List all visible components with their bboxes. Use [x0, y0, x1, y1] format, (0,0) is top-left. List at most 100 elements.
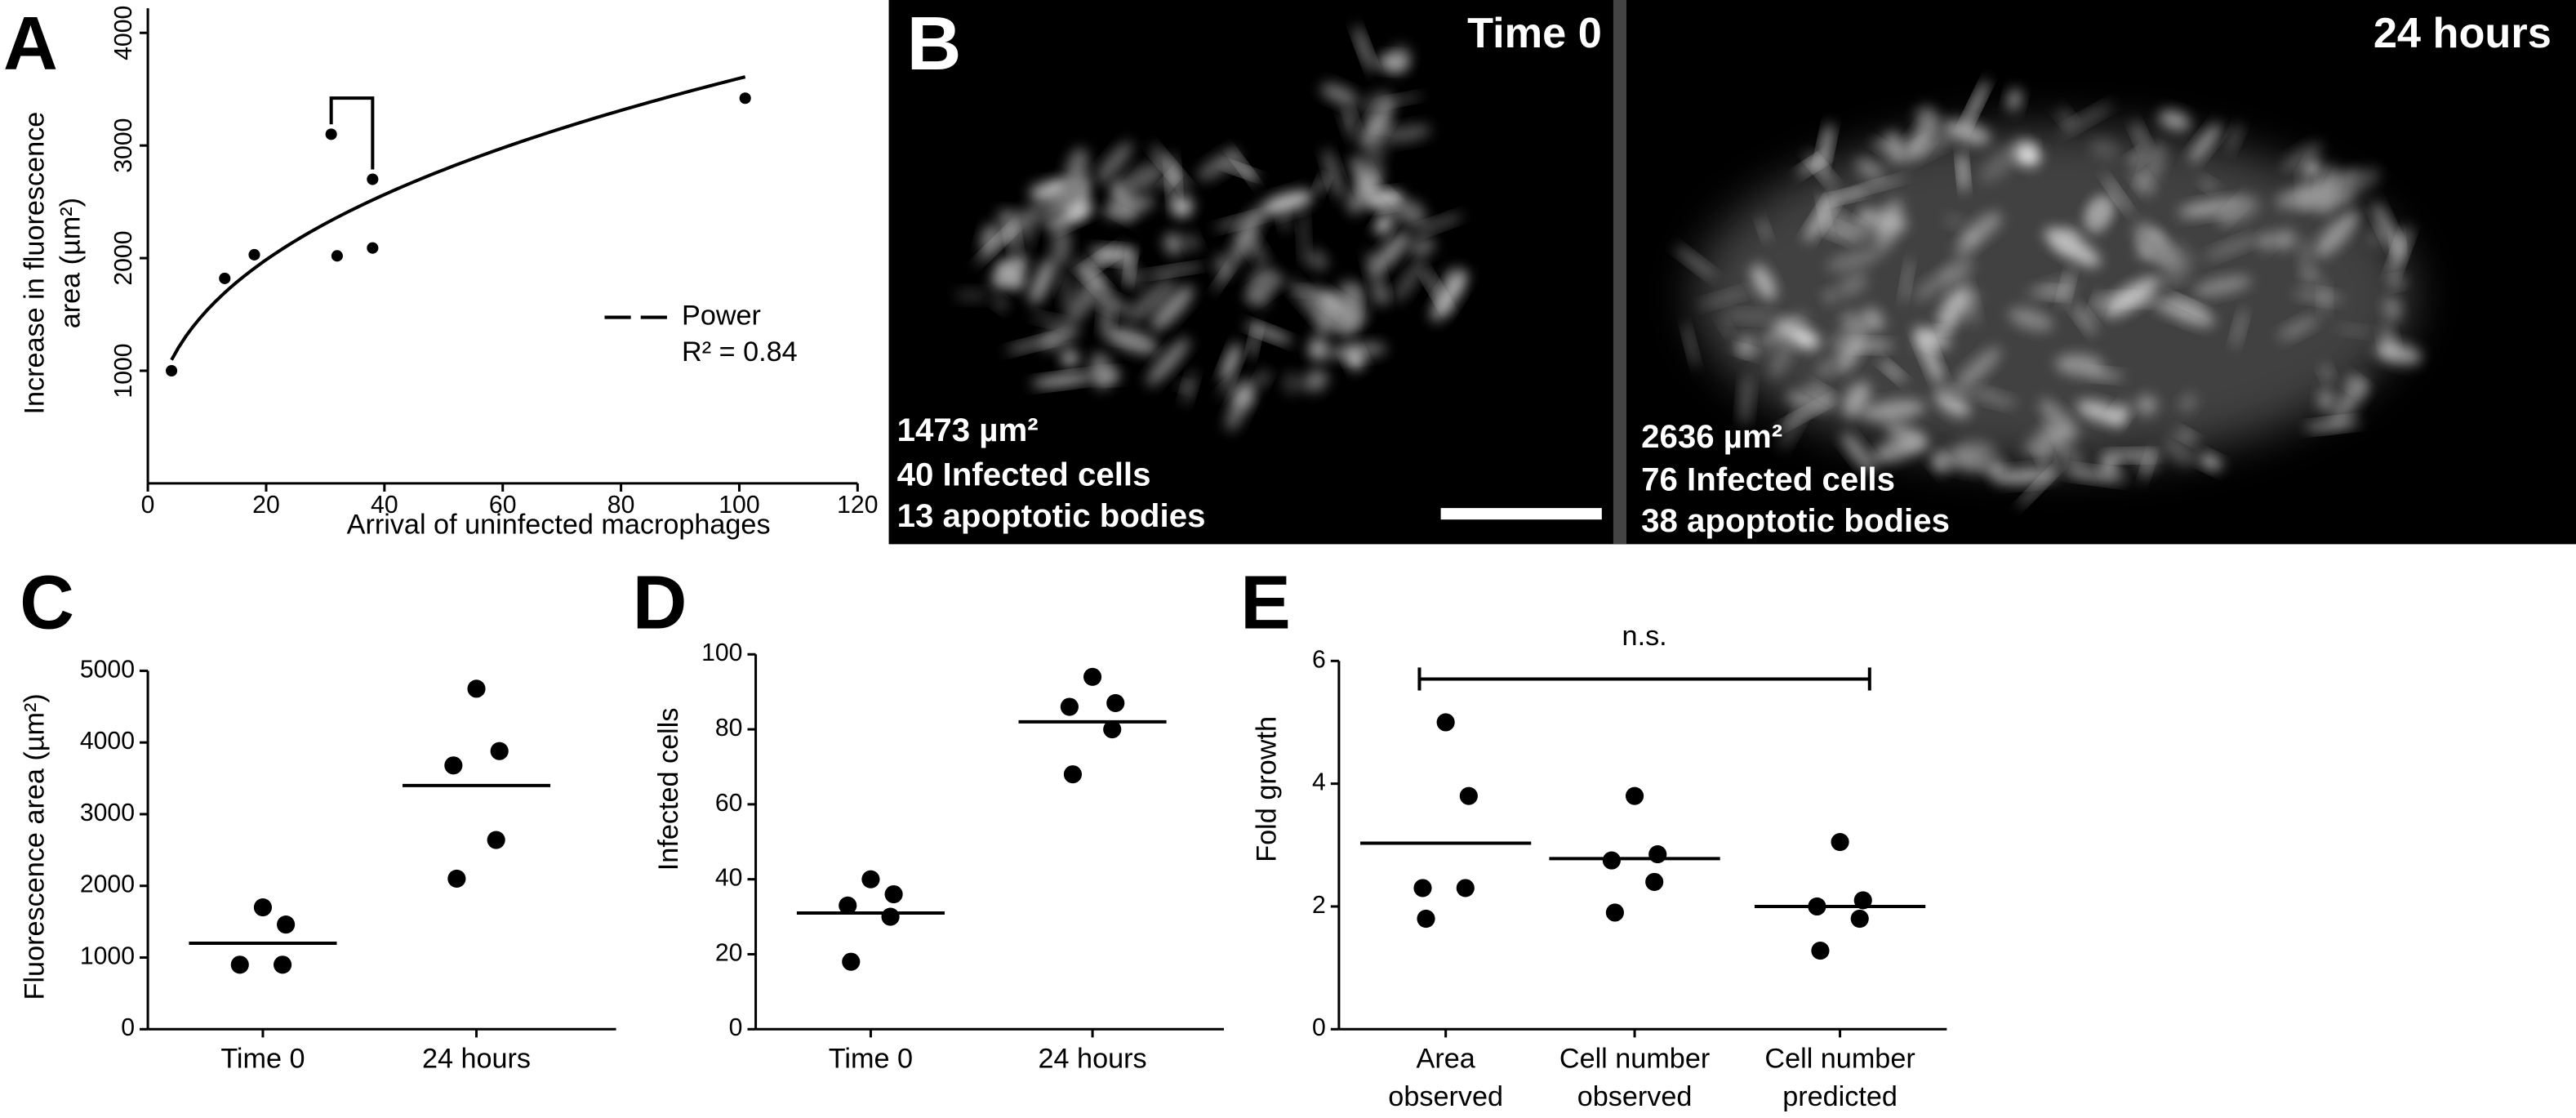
image-texture	[1029, 257, 1056, 305]
image-texture	[2226, 123, 2242, 153]
y-tick-label: 1000	[110, 343, 137, 398]
x-tick-label: Cell number	[1559, 1044, 1710, 1075]
y-tick-label: 2000	[110, 230, 137, 285]
bracket	[329, 96, 375, 170]
image-texture	[1163, 233, 1185, 256]
image-texture	[2317, 388, 2334, 412]
image-texture	[1106, 206, 1137, 225]
image-texture	[1431, 269, 1467, 322]
image-texture	[1409, 237, 1435, 257]
image-texture	[2315, 210, 2360, 257]
point	[1648, 845, 1667, 864]
x-tick-label: 20	[252, 492, 280, 519]
image-texture	[2055, 354, 2105, 376]
image-texture	[1901, 257, 1912, 304]
image-texture	[1880, 360, 1906, 382]
image-texture	[2163, 436, 2196, 466]
image-texture	[1096, 141, 1133, 184]
image-texture	[1375, 286, 1388, 307]
image-texture	[1354, 25, 1374, 73]
image-texture	[1383, 124, 1431, 143]
image-texture	[2304, 159, 2320, 179]
image-texture	[1758, 313, 1808, 350]
image-texture	[2152, 238, 2196, 269]
image-texture	[1841, 432, 1875, 474]
point	[1106, 693, 1125, 713]
image-texture	[1675, 246, 1716, 278]
point	[1436, 713, 1455, 732]
image-texture	[2062, 468, 2127, 483]
image-texture	[2217, 197, 2260, 225]
image-texture	[1320, 83, 1359, 106]
point	[487, 831, 505, 849]
image-texture	[1279, 212, 1291, 231]
image-texture	[2179, 394, 2197, 412]
image-texture	[2281, 142, 2323, 173]
image-texture	[1759, 218, 1770, 242]
x-tick-label: Cell number	[1764, 1044, 1915, 1075]
point	[1063, 765, 1082, 784]
image-texture	[994, 297, 1008, 310]
image-texture	[1862, 399, 1925, 421]
y-tick-label: 100	[701, 639, 742, 666]
image-texture	[1089, 352, 1114, 390]
image-texture	[1150, 285, 1194, 332]
image-texture	[1958, 151, 1968, 193]
x-tick-label: 24 hours	[422, 1044, 531, 1075]
image-texture	[2086, 370, 2124, 381]
image-texture	[1855, 158, 1884, 180]
y-tick-label: 80	[715, 715, 743, 742]
panel-letter: A	[3, 1, 58, 86]
image-texture	[1229, 148, 1257, 185]
y-tick-label: 4000	[110, 6, 137, 60]
x-tick-label: predicted	[1782, 1081, 1898, 1112]
point	[444, 756, 463, 775]
image-texture	[2144, 141, 2165, 188]
image-texture	[2381, 325, 2396, 359]
image-texture	[1955, 347, 2001, 391]
image-texture	[2293, 289, 2344, 303]
image-texture	[1168, 153, 1179, 213]
x-tick-label: observed	[1388, 1081, 1503, 1112]
image-texture	[2053, 228, 2080, 252]
y-tick-label: 20	[715, 939, 743, 966]
point	[467, 679, 486, 698]
x-tick-label: Area	[1417, 1044, 1476, 1075]
image-texture	[2167, 294, 2209, 314]
point	[1625, 786, 1644, 805]
panel-letter: E	[1240, 559, 1291, 644]
image-texture	[2176, 429, 2198, 443]
point	[1459, 786, 1478, 805]
y-tick-label: 40	[715, 865, 743, 892]
image-texture	[2204, 234, 2261, 260]
image-texture	[1177, 381, 1190, 391]
frame-caption: 1473 µm²	[897, 412, 1039, 448]
image-texture	[2373, 202, 2401, 256]
image-texture	[2365, 227, 2387, 248]
y-axis-label: Increase in fluorescence	[19, 112, 50, 415]
image-texture	[2086, 197, 2111, 234]
y-tick-label: 1000	[80, 942, 135, 969]
image-texture	[1739, 374, 1753, 426]
image-texture	[2383, 296, 2402, 322]
image-texture	[1197, 149, 1240, 180]
y-tick-label: 2	[1312, 892, 1326, 919]
image-texture	[1826, 248, 1883, 272]
image-texture	[1282, 372, 1302, 394]
point	[248, 248, 260, 261]
point	[1645, 872, 1664, 891]
image-texture	[1804, 194, 1838, 243]
significance-bracket	[1417, 667, 1871, 691]
x-tick-label: observed	[1577, 1081, 1693, 1112]
image-texture	[1052, 225, 1071, 266]
image-texture	[1327, 342, 1387, 360]
image-texture	[1822, 223, 1859, 243]
image-texture	[1240, 227, 1268, 267]
point	[447, 869, 466, 889]
y-tick-label: 0	[121, 1014, 135, 1041]
x-tick-label: 120	[837, 492, 878, 519]
image-texture	[1118, 262, 1145, 288]
image-texture	[1061, 350, 1079, 367]
image-texture	[1031, 314, 1070, 327]
image-texture	[2232, 308, 2246, 349]
